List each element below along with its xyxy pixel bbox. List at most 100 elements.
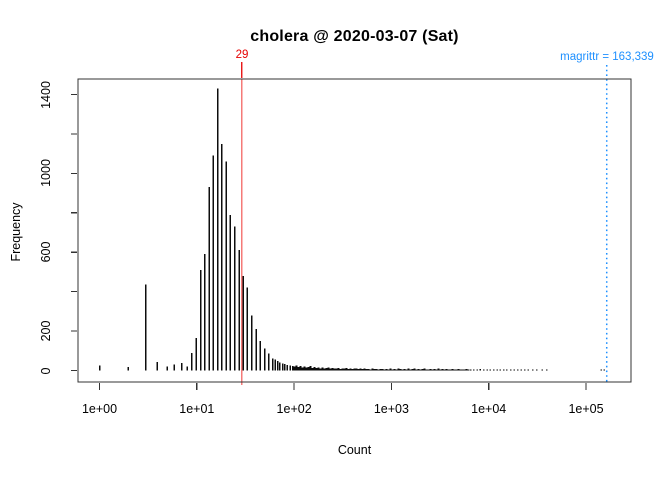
- histogram-bar: [363, 368, 366, 371]
- histogram-bar: [379, 369, 382, 371]
- histogram-bar: [204, 254, 206, 371]
- histogram-bar: [259, 340, 262, 371]
- histogram-bar: [180, 363, 183, 371]
- histogram-bar: [546, 369, 548, 371]
- histogram-bar: [301, 367, 304, 371]
- histogram-bar: [284, 364, 286, 371]
- histogram-bar: [457, 368, 460, 371]
- histogram-bar: [255, 329, 257, 371]
- x-tick-label: 1e+01: [179, 402, 215, 416]
- histogram-bar: [407, 368, 410, 371]
- histogram-bar: [395, 369, 398, 371]
- histogram-bar: [221, 143, 223, 371]
- x-tick-label: 1e+02: [276, 402, 312, 416]
- histogram-bar: [417, 368, 420, 371]
- histogram-bar: [299, 365, 302, 371]
- histogram-bar: [461, 369, 464, 371]
- histogram-bar: [401, 369, 404, 371]
- histogram-bar: [499, 369, 502, 371]
- histogram-bar: [291, 366, 294, 371]
- histogram-bar: [195, 337, 197, 371]
- histogram-bar: [319, 368, 322, 371]
- histogram-bar: [451, 369, 454, 371]
- histogram-bar: [229, 214, 232, 371]
- histogram-bar: [435, 369, 438, 371]
- histogram-bar: [274, 359, 276, 371]
- histogram-bar: [476, 369, 478, 371]
- histogram-bar: [413, 368, 416, 371]
- threshold-value-label: 29: [235, 49, 249, 61]
- histogram-bar: [353, 368, 356, 371]
- histogram-bar: [365, 369, 368, 371]
- histogram-bar: [489, 369, 492, 371]
- histogram-bar: [449, 369, 452, 371]
- histogram-bar: [443, 369, 446, 371]
- histogram-bar: [166, 366, 168, 371]
- histogram-bar: [234, 226, 236, 371]
- histogram-bar: [295, 365, 298, 371]
- histogram-bar: [329, 368, 332, 371]
- histogram-bar: [377, 369, 380, 371]
- histogram-bar: [437, 368, 440, 371]
- histogram-bar: [216, 88, 219, 371]
- histogram-bar: [482, 369, 485, 371]
- histogram-bar: [409, 369, 412, 371]
- histogram-bar: [315, 368, 318, 371]
- histogram-bar: [317, 367, 320, 371]
- histogram-bar: [355, 368, 358, 371]
- histogram-bar: [347, 368, 350, 371]
- histogram-bar: [357, 369, 360, 371]
- histogram-bar: [309, 366, 312, 371]
- histogram-bar: [268, 353, 270, 371]
- histogram-bar: [431, 369, 434, 371]
- histogram-bar: [186, 366, 189, 371]
- histogram-bar: [286, 364, 289, 371]
- histogram-bar: [361, 368, 364, 371]
- histogram-bar: [251, 315, 253, 371]
- histogram-bar: [486, 369, 488, 371]
- histogram-bar: [297, 367, 300, 371]
- histogram-bar: [144, 284, 147, 371]
- histogram-bar: [509, 369, 512, 371]
- histogram-bar: [427, 369, 430, 371]
- histogram-bar: [441, 369, 444, 371]
- histogram-bar: [173, 364, 175, 371]
- histogram-bar: [323, 368, 326, 371]
- histogram-bar: [536, 369, 538, 371]
- histogram-bar: [276, 361, 279, 371]
- histogram-bar: [493, 369, 495, 371]
- histogram-bar: [467, 369, 470, 371]
- histogram-bar: [403, 368, 406, 371]
- histogram-bar: [127, 367, 129, 371]
- histogram-bar: [455, 369, 458, 371]
- histogram-bar: [463, 369, 466, 371]
- histogram-bar: [98, 365, 101, 371]
- histogram-bar: [349, 368, 352, 371]
- histogram-bar: [281, 363, 284, 371]
- histogram-bar: [371, 368, 374, 371]
- x-axis-title: Count: [337, 443, 372, 457]
- histogram-bar: [523, 369, 526, 371]
- histogram-bar: [337, 367, 340, 371]
- histogram-bar: [271, 358, 274, 371]
- histogram-bar: [246, 287, 249, 371]
- histogram-bar: [465, 369, 468, 371]
- histogram-bar: [391, 369, 394, 371]
- chart-title: cholera @ 2020-03-07 (Sat): [250, 28, 459, 45]
- histogram-bar: [343, 368, 346, 371]
- histogram-bar: [433, 369, 436, 371]
- histogram-bar: [305, 367, 308, 371]
- histogram-bar: [503, 369, 505, 371]
- histogram-bar: [513, 369, 515, 371]
- histogram-bar: [411, 369, 414, 371]
- histogram-bar: [527, 369, 529, 371]
- histogram-bar: [327, 367, 330, 371]
- histogram-bar: [600, 369, 603, 371]
- histogram-bar: [333, 368, 336, 371]
- histogram-bar: [238, 250, 240, 371]
- histogram-bar: [541, 369, 543, 371]
- plot-box: [77, 78, 632, 383]
- histogram-bar: [399, 369, 402, 371]
